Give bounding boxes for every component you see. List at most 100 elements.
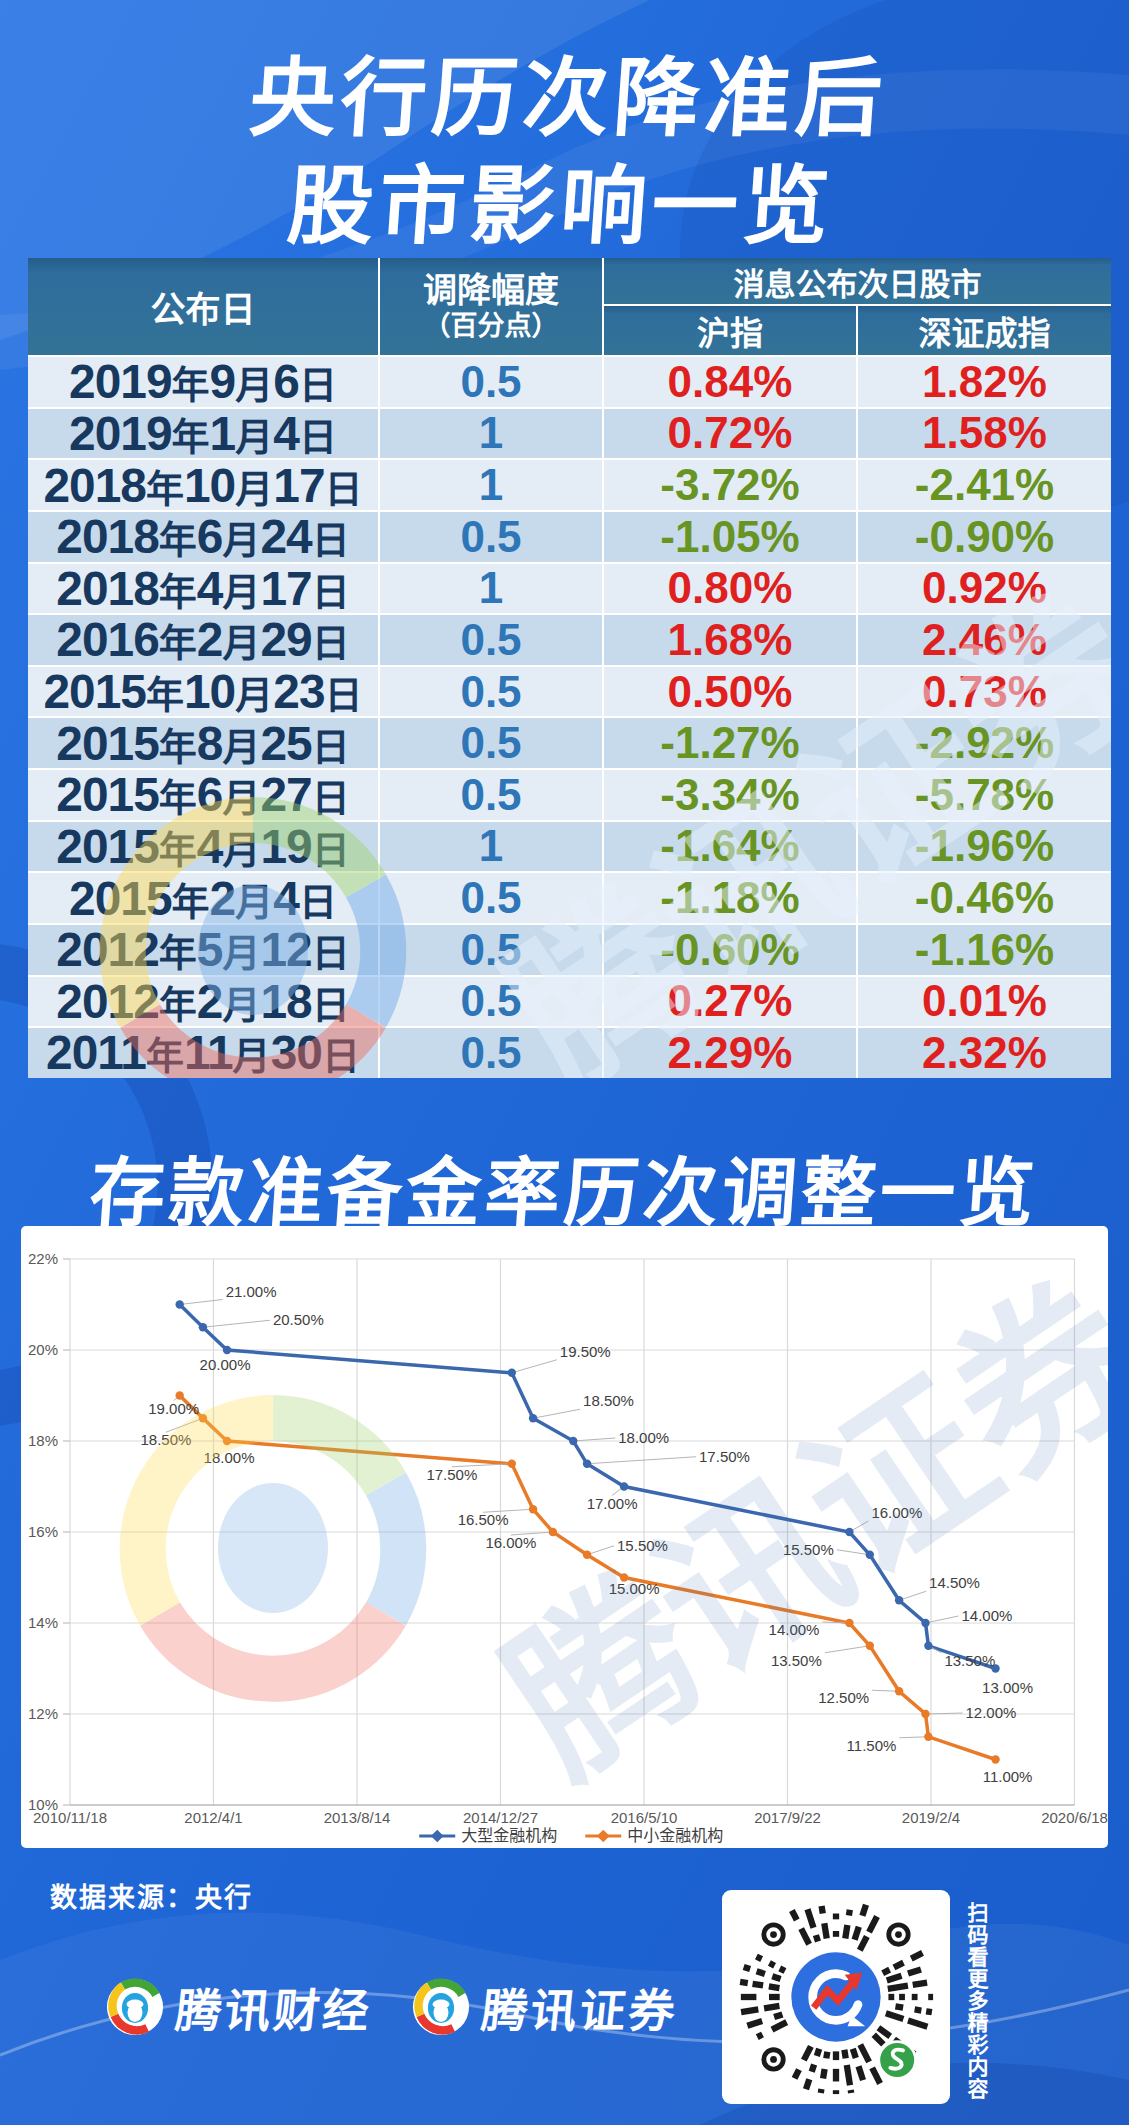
- svg-text:15.00%: 15.00%: [609, 1580, 660, 1597]
- col-header-group: 消息公布次日股市: [604, 258, 1111, 304]
- svg-text:22%: 22%: [28, 1250, 58, 1267]
- row-date: 2019年9月6日: [28, 357, 378, 407]
- svg-text:15.50%: 15.50%: [783, 1541, 834, 1558]
- row-shenzhen-change: 2.32%: [858, 1028, 1111, 1078]
- qr-code-panel: [722, 1890, 950, 2104]
- row-shanghai-change: 0.84%: [604, 357, 856, 407]
- svg-text:16.00%: 16.00%: [485, 1534, 536, 1551]
- svg-text:16.00%: 16.00%: [871, 1504, 922, 1521]
- row-shenzhen-change: -0.90%: [858, 512, 1111, 562]
- col-header-cut: 调降幅度 （百分点）: [380, 258, 602, 355]
- svg-text:18.50%: 18.50%: [583, 1392, 634, 1409]
- svg-text:2020/6/18: 2020/6/18: [1041, 1809, 1108, 1826]
- svg-text:20.50%: 20.50%: [273, 1311, 324, 1328]
- row-cut: 0.5: [380, 667, 602, 717]
- svg-text:16%: 16%: [28, 1523, 58, 1540]
- svg-text:18.00%: 18.00%: [618, 1429, 669, 1446]
- svg-text:中小金融机构: 中小金融机构: [627, 1827, 723, 1844]
- col-header-shanghai: 沪指: [604, 306, 856, 355]
- col-header-date: 公布日: [28, 258, 378, 355]
- row-date: 2016年2月29日: [28, 615, 378, 665]
- svg-text:15.50%: 15.50%: [617, 1537, 668, 1554]
- row-shanghai-change: -3.34%: [604, 770, 856, 820]
- row-shanghai-change: -1.05%: [604, 512, 856, 562]
- page-title-line2: 股市影响一览: [0, 152, 1129, 260]
- row-shanghai-change: 0.27%: [604, 977, 856, 1027]
- svg-text:大型金融机构: 大型金融机构: [461, 1827, 557, 1844]
- rrr-chart-panel: 2010/11/182012/4/12013/8/142014/12/27201…: [21, 1226, 1108, 1848]
- svg-text:13.50%: 13.50%: [771, 1652, 822, 1669]
- page-title: 央行历次降准后 股市影响一览: [0, 44, 1129, 261]
- section2-title: 存款准备金率历次调整一览: [0, 1132, 1129, 1241]
- tencent-securities-icon: [412, 1978, 470, 2036]
- svg-text:16.50%: 16.50%: [458, 1511, 509, 1528]
- row-cut: 0.5: [380, 873, 602, 923]
- row-cut: 1: [380, 409, 602, 459]
- row-date: 2012年2月18日: [28, 977, 378, 1027]
- tencent-finance-icon: [106, 1978, 164, 2036]
- svg-text:2016/5/10: 2016/5/10: [611, 1809, 678, 1826]
- svg-text:19.00%: 19.00%: [148, 1400, 199, 1417]
- row-date: 2018年10月17日: [28, 460, 378, 510]
- svg-text:11.00%: 11.00%: [983, 1768, 1033, 1785]
- row-cut: 1: [380, 564, 602, 614]
- row-date: 2015年2月4日: [28, 873, 378, 923]
- row-shenzhen-change: -5.78%: [858, 770, 1111, 820]
- row-date: 2011年11月30日: [28, 1028, 378, 1078]
- svg-text:2019/2/4: 2019/2/4: [902, 1809, 960, 1826]
- svg-text:2017/9/22: 2017/9/22: [754, 1809, 821, 1826]
- svg-text:2012/4/1: 2012/4/1: [184, 1809, 242, 1826]
- row-date: 2015年8月25日: [28, 718, 378, 768]
- col-header-shenzhen: 深证成指: [858, 306, 1111, 355]
- row-cut: 0.5: [380, 718, 602, 768]
- svg-text:20%: 20%: [28, 1341, 58, 1358]
- row-cut: 0.5: [380, 512, 602, 562]
- svg-text:12.00%: 12.00%: [966, 1704, 1017, 1721]
- rrr-impact-table: 公布日 调降幅度 （百分点） 消息公布次日股市 沪指 深证成指 2019年9月6…: [28, 258, 1111, 1078]
- row-date: 2018年6月24日: [28, 512, 378, 562]
- row-cut: 0.5: [380, 770, 602, 820]
- row-date: 2015年10月23日: [28, 667, 378, 717]
- row-date: 2015年4月19日: [28, 822, 378, 872]
- row-shenzhen-change: 0.73%: [858, 667, 1111, 717]
- row-cut: 0.5: [380, 357, 602, 407]
- row-shanghai-change: -1.64%: [604, 822, 856, 872]
- svg-text:10%: 10%: [28, 1796, 58, 1813]
- svg-text:12%: 12%: [28, 1705, 58, 1722]
- svg-text:13.00%: 13.00%: [982, 1679, 1033, 1696]
- svg-text:18%: 18%: [28, 1432, 58, 1449]
- row-shenzhen-change: -2.92%: [858, 718, 1111, 768]
- row-shanghai-change: 2.29%: [604, 1028, 856, 1078]
- svg-text:11.50%: 11.50%: [847, 1737, 897, 1754]
- row-shanghai-change: 0.50%: [604, 667, 856, 717]
- row-shenzhen-change: 2.46%: [858, 615, 1111, 665]
- svg-text:20.00%: 20.00%: [200, 1356, 251, 1373]
- row-shenzhen-change: 1.58%: [858, 409, 1111, 459]
- scan-hint-text: 扫码看更多精彩内容: [961, 1902, 991, 2100]
- svg-text:12.50%: 12.50%: [818, 1689, 869, 1706]
- row-date: 2012年5月12日: [28, 925, 378, 975]
- row-shanghai-change: -1.18%: [604, 873, 856, 923]
- svg-text:2013/8/14: 2013/8/14: [324, 1809, 391, 1826]
- row-shanghai-change: 1.68%: [604, 615, 856, 665]
- row-cut: 0.5: [380, 977, 602, 1027]
- row-shenzhen-change: -1.16%: [858, 925, 1111, 975]
- svg-text:14.50%: 14.50%: [929, 1574, 980, 1591]
- row-shanghai-change: 0.72%: [604, 409, 856, 459]
- row-shenzhen-change: 1.82%: [858, 357, 1111, 407]
- svg-text:14.00%: 14.00%: [769, 1621, 820, 1638]
- footer-brands: 腾讯财经 腾讯证券: [106, 1974, 678, 2040]
- rrr-line-chart: 2010/11/182012/4/12013/8/142014/12/27201…: [21, 1226, 1108, 1848]
- row-cut: 0.5: [380, 1028, 602, 1078]
- svg-text:19.50%: 19.50%: [560, 1343, 611, 1360]
- row-shenzhen-change: -2.41%: [858, 460, 1111, 510]
- row-cut: 0.5: [380, 925, 602, 975]
- svg-text:14%: 14%: [28, 1614, 58, 1631]
- page-title-line1: 央行历次降准后: [0, 44, 1129, 152]
- row-date: 2018年4月17日: [28, 564, 378, 614]
- svg-text:17.50%: 17.50%: [699, 1448, 750, 1465]
- data-source-note: 数据来源：央行: [50, 1876, 253, 1915]
- svg-text:14.00%: 14.00%: [962, 1607, 1013, 1624]
- row-shanghai-change: -0.60%: [604, 925, 856, 975]
- row-cut: 0.5: [380, 615, 602, 665]
